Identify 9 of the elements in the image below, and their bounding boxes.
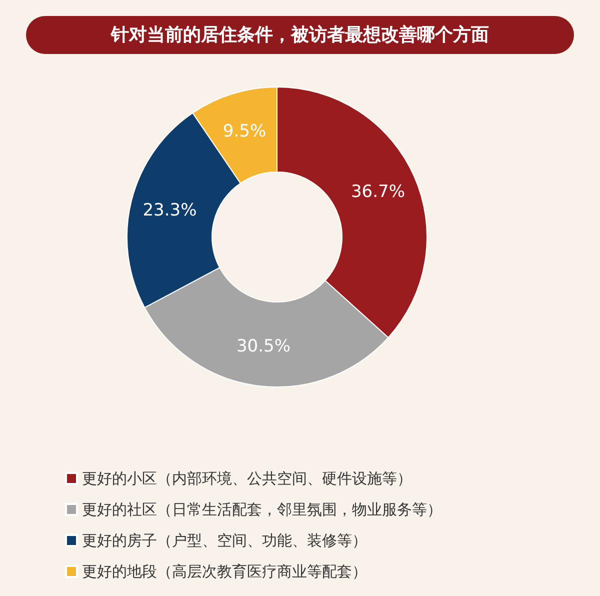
legend-label: 更好的地段（高层次教育医疗商业等配套） — [82, 562, 367, 580]
legend-label: 更好的房子（户型、空间、功能、装修等） — [82, 532, 367, 550]
legend-label: 更好的社区（日常生活配套，邻里氛围，物业服务等） — [82, 500, 442, 518]
data-label: 30.5% — [236, 336, 291, 357]
data-label: 36.7% — [350, 182, 405, 202]
chart-title: 针对当前的居住条件，被访者最想改善哪个方面 — [110, 24, 489, 46]
data-label: 23.3% — [142, 200, 197, 221]
data-label: 9.5% — [222, 121, 266, 142]
legend-label: 更好的小区（内部环境、公共空间、硬件设施等） — [82, 470, 412, 488]
